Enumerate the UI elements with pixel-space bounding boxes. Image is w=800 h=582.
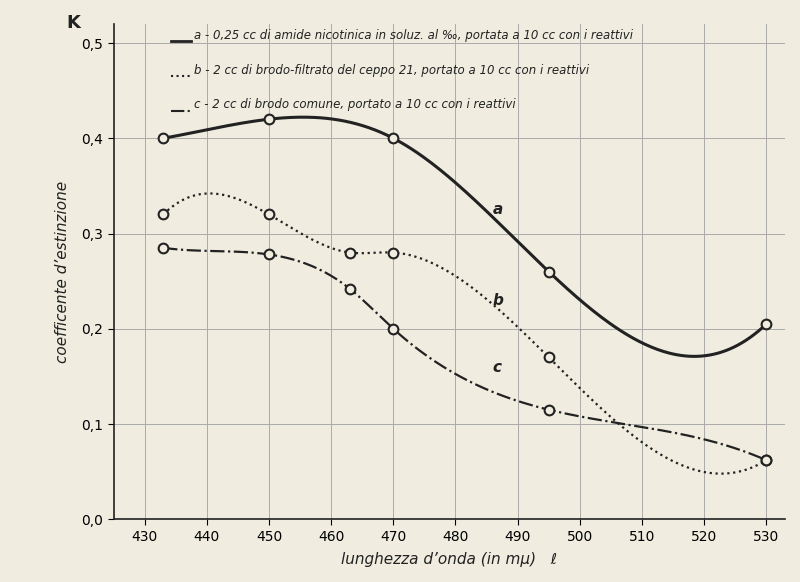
Text: c - 2 cc di brodo comune, portato a 10 cc con i reattivi: c - 2 cc di brodo comune, portato a 10 c… (194, 98, 516, 111)
Text: b - 2 cc di brodo-filtrato del ceppo 21, portato a 10 cc con i reattivi: b - 2 cc di brodo-filtrato del ceppo 21,… (194, 63, 590, 77)
Text: a: a (493, 203, 503, 218)
Text: c: c (493, 360, 502, 375)
X-axis label: lunghezza d’onda (in mμ)   ℓ: lunghezza d’onda (in mμ) ℓ (342, 552, 558, 567)
Y-axis label: coefficente d’estinzione: coefficente d’estinzione (55, 180, 70, 363)
Text: a - 0,25 cc di amide nicotinica in soluz. al ‰, portata a 10 cc con i reattivi: a - 0,25 cc di amide nicotinica in soluz… (194, 29, 633, 42)
Text: K: K (66, 14, 80, 32)
Text: b: b (493, 293, 504, 308)
